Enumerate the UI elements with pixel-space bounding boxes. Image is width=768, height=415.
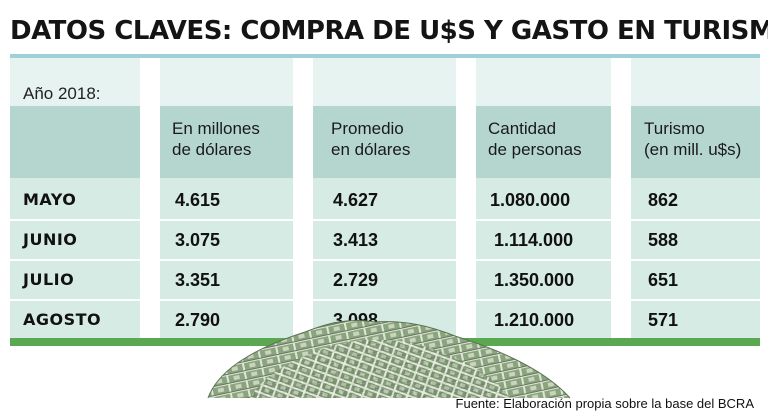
cell-turismo: 588	[648, 230, 679, 250]
row-separator	[10, 219, 760, 221]
column-header-millones: En millones de dólares	[172, 118, 260, 160]
row-month: JUNIO	[23, 230, 78, 249]
column-header-line: En millones	[172, 119, 260, 138]
year-band	[10, 58, 760, 106]
cell-turismo: 862	[648, 190, 679, 210]
row-separator	[10, 259, 760, 261]
source-note: Fuente: Elaboración propia sobre la base…	[455, 396, 754, 411]
cell-turismo: 571	[648, 310, 679, 330]
title-underline	[10, 54, 760, 58]
column-divider	[140, 58, 160, 340]
column-divider	[456, 58, 476, 340]
column-header-promedio: Promedio en dólares	[331, 118, 410, 160]
cell-turismo: 651	[648, 270, 679, 290]
cell-promedio: 3.413	[333, 230, 379, 250]
column-divider	[293, 58, 313, 340]
page-title: DATOS CLAVES: COMPRA DE U$S Y GASTO EN T…	[10, 16, 768, 46]
column-header-line: de dólares	[172, 140, 252, 159]
cell-millones: 3.075	[175, 230, 221, 250]
body-band	[10, 178, 760, 338]
column-header-line: (en mill. u$s)	[644, 140, 742, 159]
cell-millones: 4.615	[175, 190, 221, 210]
column-header-line: en dólares	[331, 140, 411, 159]
cell-promedio: 4.627	[333, 190, 379, 210]
column-header-line: Cantidad	[488, 119, 557, 138]
cell-personas: 1.210.000	[494, 310, 575, 330]
cell-personas: 1.350.000	[494, 270, 575, 290]
cell-personas: 1.080.000	[490, 190, 571, 210]
column-header-line: de personas	[488, 140, 582, 159]
column-header-cantidad: Cantidad de personas	[488, 118, 582, 160]
row-month: MAYO	[23, 190, 77, 209]
cell-millones: 3.351	[175, 270, 221, 290]
column-divider	[611, 58, 631, 340]
column-header-turismo: Turismo (en mill. u$s)	[644, 118, 741, 160]
column-header-line: Turismo	[644, 119, 705, 138]
row-separator	[10, 299, 760, 301]
header-band	[10, 106, 760, 178]
year-label: Año 2018:	[23, 84, 101, 103]
row-month: JULIO	[23, 270, 75, 289]
column-header-line: Promedio	[331, 119, 404, 138]
cell-millones: 2.790	[175, 310, 221, 330]
cell-promedio: 2.729	[333, 270, 379, 290]
row-month: AGOSTO	[23, 310, 102, 329]
cell-personas: 1.114.000	[494, 230, 574, 250]
